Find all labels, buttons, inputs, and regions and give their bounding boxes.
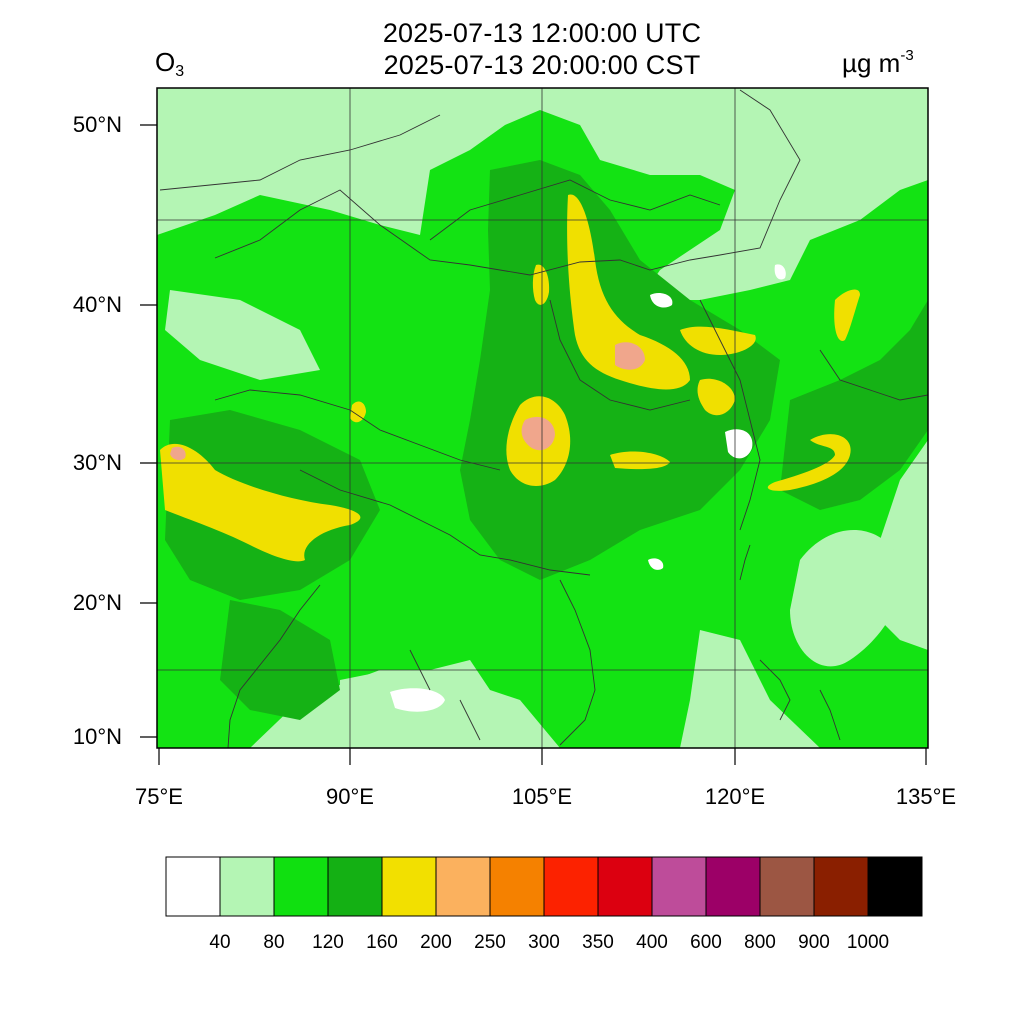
lat-label-20n: 20°N (72, 590, 122, 615)
north-china-boundary (549, 299, 691, 411)
field-pink-sichuan (521, 416, 555, 451)
colorbar-label: 250 (474, 932, 506, 953)
russia-boundary (159, 114, 441, 191)
field-white-coast (725, 429, 753, 459)
south-boundary (299, 469, 591, 576)
colorbar-swatch (219, 856, 275, 917)
taiwan-boundary (739, 544, 751, 581)
field-white-north (650, 293, 673, 308)
lon-label-90e: 90°E (326, 784, 374, 809)
field-yellow-east-coast (697, 378, 735, 416)
field-dark-green-south (220, 600, 340, 720)
colorbar-label: 1000 (846, 932, 890, 953)
sumatra-boundary (459, 699, 481, 741)
east-china-boundary (699, 299, 761, 531)
colorbar-label: 160 (366, 932, 398, 953)
colorbar-swatch (165, 856, 221, 917)
field-dark-green-east (780, 300, 928, 510)
field-pink-tibet (170, 446, 186, 461)
local-time-title: 2025-07-13 20:00:00 CST (383, 50, 701, 80)
colorbar-label: 600 (690, 932, 722, 953)
field-hole-plateau (165, 290, 320, 380)
colorbar-label: 400 (636, 932, 668, 953)
colorbar-swatch (273, 856, 329, 917)
graticule (157, 88, 928, 748)
lon-label-75e: 75°E (135, 784, 183, 809)
colorbar-label: 900 (798, 932, 830, 953)
field-yellow-north-plume (567, 194, 690, 390)
field-yellow-tibet-north (350, 401, 366, 423)
borneo-boundary (819, 689, 841, 741)
india-coast-boundary (227, 584, 321, 748)
mongolia-boundary (429, 179, 721, 241)
lon-label-105e: 105°E (511, 784, 573, 809)
field-yellow-northeast (834, 289, 860, 341)
unit-exponent: -3 (900, 47, 914, 64)
colorbar-label: 120 (312, 932, 344, 953)
japan-korea-boundary (819, 349, 928, 401)
colorbar-swatch (813, 856, 869, 917)
field-white-northeast (774, 264, 786, 280)
lat-label-10n: 10°N (72, 724, 122, 749)
colorbar-swatch (597, 856, 653, 917)
colorbar-swatch (705, 856, 761, 917)
colorbar-label: 350 (582, 932, 614, 953)
lat-label-30n: 30°N (72, 450, 122, 475)
field-yellow-tibet (160, 443, 361, 562)
unit-label: µg m-3 (842, 47, 914, 79)
colorbar-swatch (867, 856, 923, 917)
colorbar-swatch (381, 856, 437, 917)
field-pink-north-china (615, 342, 645, 370)
lon-label-120e: 120°E (704, 784, 766, 809)
field-yellow-north-china (680, 326, 756, 355)
colorbar (165, 856, 923, 917)
lon-ticks (158, 748, 927, 765)
lat-ticks (140, 124, 157, 738)
map-field (157, 88, 928, 748)
colorbar-swatch (543, 856, 599, 917)
colorbar-swatch (759, 856, 815, 917)
lon-label-135e: 135°E (895, 784, 957, 809)
lat-label-50n: 50°N (72, 112, 122, 137)
colorbar-label: 300 (528, 932, 560, 953)
colorbar-swatch (489, 856, 545, 917)
variable-main: O (155, 47, 176, 77)
colorbar-label: 80 (263, 932, 285, 953)
utc-time-title: 2025-07-13 12:00:00 UTC (382, 18, 702, 48)
field-yellow-northwest (532, 264, 550, 305)
colorbar-label: 200 (420, 932, 452, 953)
china-outline-boundary (214, 89, 801, 276)
tibet-boundary (214, 389, 501, 471)
field-yellow-ocean-swirl (767, 434, 851, 491)
boundary-lines (159, 89, 928, 748)
field-yellow-central (610, 451, 670, 470)
colorbar-label: 800 (744, 932, 776, 953)
field-white-bay (390, 688, 445, 712)
unit-main: µg m (842, 48, 901, 78)
colorbar-swatch (327, 856, 383, 917)
colorbar-label: 40 (209, 932, 231, 953)
variable-label: O3 (155, 47, 184, 81)
colorbar-swatch (651, 856, 707, 917)
lat-label-40n: 40°N (72, 292, 122, 317)
variable-subscript: 3 (175, 63, 185, 80)
field-hole-ocean-east (790, 530, 902, 667)
colorbar-swatch (435, 856, 491, 917)
field-white-south (648, 558, 664, 570)
